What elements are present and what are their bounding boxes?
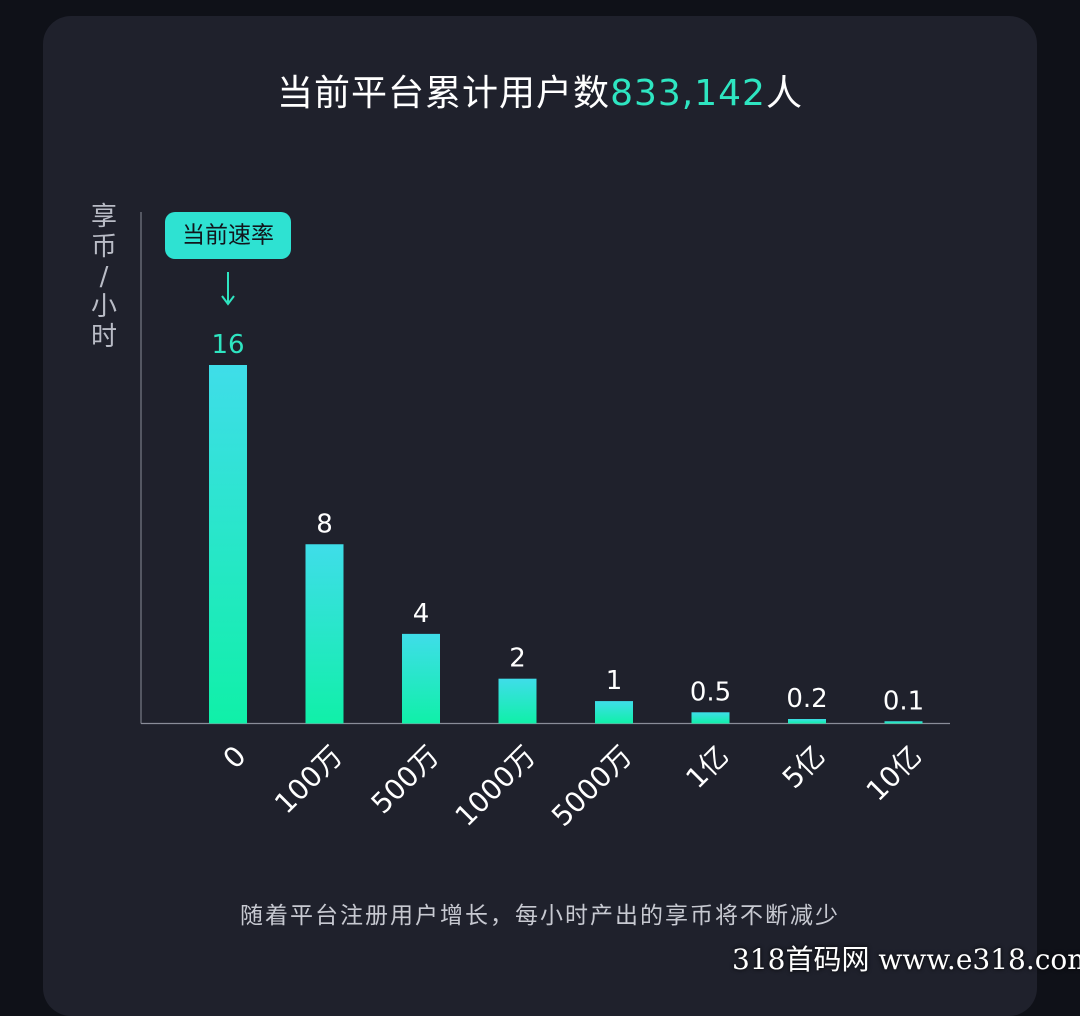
- title-suffix: 人: [765, 73, 803, 114]
- chart-card: [43, 16, 1037, 1016]
- bar-1: [305, 544, 344, 724]
- watermark: 318首码网 www.e318.com: [732, 943, 1080, 976]
- current-rate-badge-text: 当前速率: [182, 223, 274, 249]
- data-label-1: 8: [316, 509, 333, 539]
- data-label-5: 0.5: [690, 677, 731, 707]
- x-tick-label-2: 500万: [365, 739, 446, 820]
- x-tick-label-3: 1000万: [449, 739, 543, 833]
- y-axis-label: 享币/小时: [91, 202, 117, 352]
- current-rate-badge: [165, 212, 291, 259]
- data-label-7: 0.1: [883, 686, 924, 716]
- x-tick-label-6: 5亿: [776, 739, 832, 795]
- bar-7: [884, 721, 923, 724]
- title-prefix: 当前平台累计用户数: [277, 73, 611, 114]
- bar-4: [595, 701, 633, 724]
- data-label-3: 2: [509, 644, 526, 674]
- data-label-0: 16: [211, 330, 244, 360]
- x-tick-label-5: 1亿: [679, 739, 735, 795]
- bar-chart: 享币/小时 16 0 8 100万 4 500万 2 1000万 1 5000万 0.5 1亿 0.2 5亿…: [91, 202, 950, 833]
- page-title: 当前平台累计用户数833,142人: [0, 64, 1080, 116]
- data-label-6: 0.2: [786, 684, 827, 714]
- bar-5: [691, 712, 730, 724]
- title-user-count: 833,142: [610, 73, 766, 114]
- data-label-2: 4: [413, 599, 430, 629]
- data-label-4: 1: [606, 666, 623, 696]
- arrow-head-icon: [221, 295, 235, 306]
- bar-6: [788, 719, 826, 724]
- x-tick-label-7: 10亿: [860, 739, 928, 807]
- bar-0: [209, 365, 247, 724]
- bar-3: [498, 678, 537, 724]
- footer-note: 随着平台注册用户增长，每小时产出的享币将不断减少: [240, 903, 840, 929]
- x-tick-label-4: 5000万: [545, 739, 639, 833]
- x-tick-label-1: 100万: [268, 739, 349, 820]
- bar-2: [402, 633, 440, 724]
- x-tick-label-0: 0: [217, 739, 253, 775]
